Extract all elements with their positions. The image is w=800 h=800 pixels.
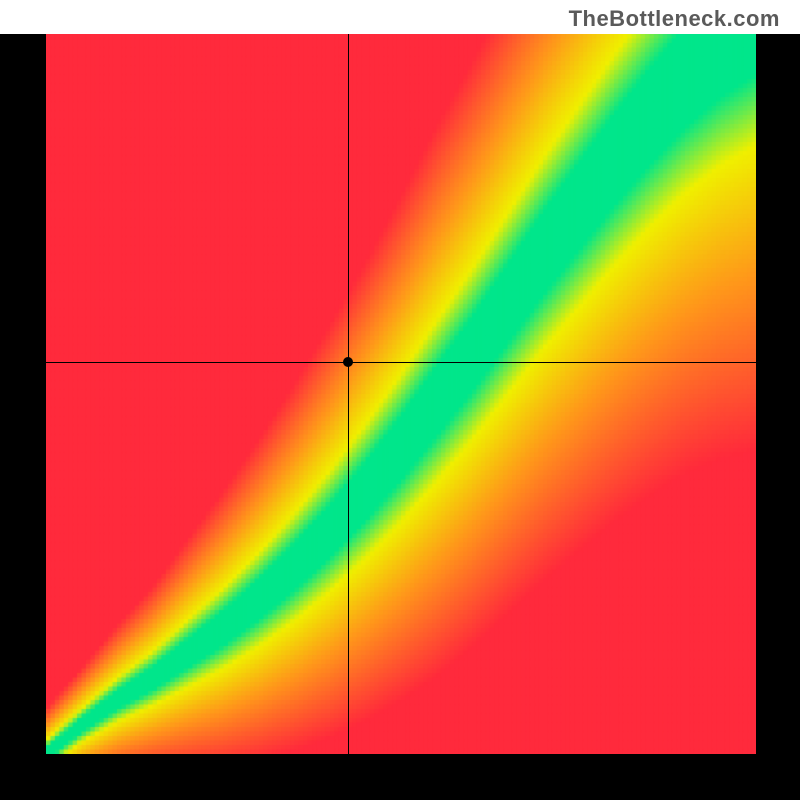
chart-plot-area	[46, 34, 756, 754]
chart-container: TheBottleneck.com	[0, 0, 800, 800]
crosshair-marker	[343, 357, 353, 367]
chart-outer-frame	[0, 34, 800, 800]
heatmap-canvas	[46, 34, 756, 754]
attribution-text: TheBottleneck.com	[569, 6, 780, 32]
crosshair-vertical	[348, 34, 349, 754]
crosshair-horizontal	[46, 362, 756, 363]
